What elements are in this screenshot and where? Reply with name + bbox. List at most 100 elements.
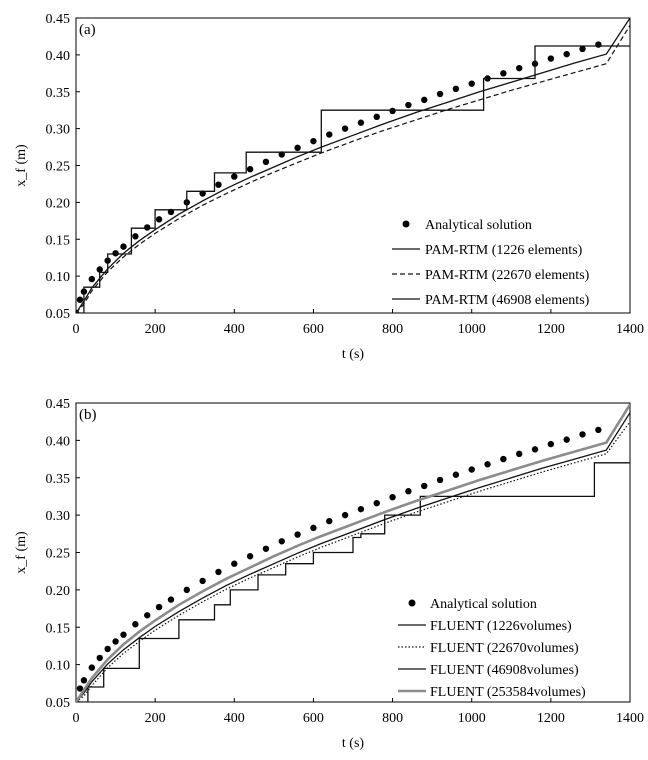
analytical-point [452,471,460,478]
analytical-point [326,131,333,138]
x-tick-label: 400 [224,711,245,726]
x-tick-label: 400 [224,322,245,337]
y-tick-label: 0.10 [46,659,71,674]
legend-entry: PAM-RTM (1226 elements) [425,243,583,258]
analytical-point [326,517,333,525]
panel-label: (b) [79,407,97,423]
analytical-point [421,96,428,104]
y-tick-label: 0.35 [46,472,71,487]
plot-area [76,403,630,702]
analytical-point [262,545,270,552]
analytical-point [88,664,96,671]
y-tick-label: 0.25 [46,547,71,562]
series-line-3 [76,412,630,702]
analytical-point [231,173,238,180]
analytical-point [132,621,139,628]
analytical-point [112,250,119,257]
analytical-point [531,446,539,453]
analytical-point [563,436,570,443]
analytical-point [547,55,555,62]
analytical-point [436,476,444,484]
analytical-point [579,45,586,53]
analytical-point [357,505,365,513]
series-line-4 [76,403,630,702]
y-tick-label: 0.10 [46,270,71,285]
analytical-point [468,466,475,473]
analytical-point [595,41,602,48]
y-tick-label: 0.35 [46,86,71,101]
x-tick-label: 0 [73,322,80,337]
analytical-point [595,426,602,434]
analytical-point [373,499,380,507]
analytical-point [246,553,254,560]
y-tick-label: 0.40 [46,49,71,64]
series-line-1 [76,45,630,313]
y-tick-label: 0.05 [46,307,71,322]
legend-marker [402,220,410,228]
analytical-point [96,654,103,662]
analytical-point [516,450,523,458]
series-line-3 [76,18,630,313]
legend-entry: FLUENT (22670volumes) [430,641,579,656]
legend: Analytical solution FLUENT (1226volumes) F… [398,597,586,700]
y-tick-label: 0.15 [46,621,71,636]
y-tick-label: 0.30 [46,123,71,138]
x-tick-label: 200 [145,322,166,337]
x-tick-label: 1000 [458,711,486,726]
series-line-2 [76,25,630,313]
analytical-point [294,531,301,538]
x-tick-label: 1400 [616,322,644,337]
analytical-point [373,113,380,121]
analytical-point [484,461,491,468]
y-tick-label: 0.15 [46,233,71,248]
analytical-point [500,70,507,77]
legend: Analytical solution PAM-RTM (1226 element… [392,218,590,308]
x-tick-label: 0 [73,711,80,726]
analytical-point [563,50,570,58]
panel-label: (a) [79,22,96,38]
analytical-point [294,144,301,151]
analytical-point [144,612,151,619]
y-tick-label: 0.45 [46,397,71,412]
legend-entry: Analytical solution [430,597,537,612]
analytical-point [389,107,396,115]
x-tick-label: 800 [382,322,403,337]
analytical-point [120,243,127,250]
analytical-point [231,560,238,567]
x-tick-label: 1200 [537,322,565,337]
analytical-point [76,296,84,303]
analytical-point [389,493,396,501]
analytical-point [468,80,475,87]
x-tick-label: 200 [145,711,166,726]
x-tick-label: 1400 [616,711,644,726]
x-tick-label: 800 [382,711,403,726]
analytical-point [80,677,88,684]
x-tick-label: 600 [303,711,324,726]
analytical-point [278,538,285,545]
analytical-point [436,90,444,98]
chart-panel-1: 0.05 0.10 0.15 0.20 0.25 0.30 0.35 0.40 0.45 0 200… [14,12,644,362]
analytical-point [547,440,555,448]
legend-entry: FLUENT (253584volumes) [430,685,586,700]
analytical-point [421,482,428,490]
analytical-point [215,181,222,188]
y-tick-label: 0.25 [46,160,71,175]
analytical-point [183,586,190,594]
analytical-point [199,577,206,585]
legend-entry: PAM-RTM (22670 elements) [425,268,590,283]
x-tick-label: 600 [303,322,324,337]
legend-marker [408,599,416,607]
y-tick-label: 0.40 [46,434,71,449]
analytical-point [104,645,111,653]
analytical-point [310,524,317,532]
legend-entry: Analytical solution [425,218,532,233]
plot-area [76,18,630,313]
series-line-2 [76,421,630,702]
y-tick-label: 0.30 [46,509,71,524]
analytical-point [155,216,163,223]
chart-panel-2: 0.05 0.10 0.15 0.20 0.25 0.30 0.35 0.40 0.45 0 200… [14,397,644,751]
y-tick-label: 0.20 [46,196,71,211]
x-axis-label: t (s) [342,736,365,751]
analytical-point [144,224,151,231]
